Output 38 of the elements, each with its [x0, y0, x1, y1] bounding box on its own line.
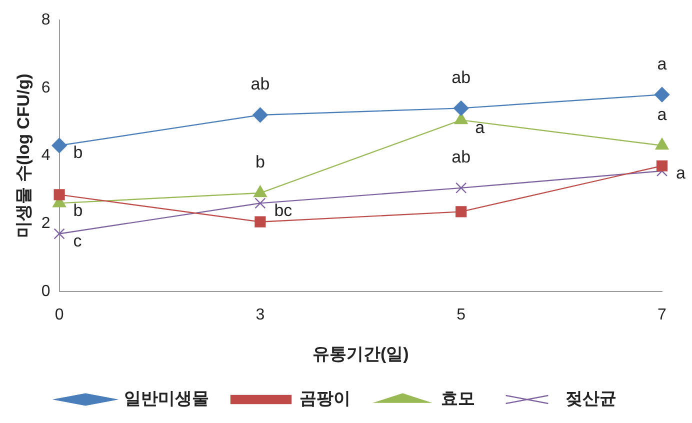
point	[656, 160, 668, 172]
annotation: ab	[452, 68, 471, 87]
point	[252, 107, 268, 123]
point	[456, 182, 467, 194]
annotation: a	[657, 105, 668, 124]
y-axis-title: 미생물 수(log CFU/g)	[14, 74, 33, 238]
legend-label: 효모	[441, 389, 475, 408]
x-tick-label: 3	[256, 306, 265, 324]
point	[454, 100, 469, 116]
annotation: bc	[274, 200, 293, 220]
x-tick-label: 7	[658, 306, 667, 324]
annotation: a	[657, 54, 668, 74]
legend-label: 젖산균	[566, 389, 616, 408]
point	[54, 189, 65, 200]
annotation: a	[676, 164, 686, 183]
legend-label: 일반미생물	[124, 389, 209, 408]
annotation: b	[255, 152, 265, 172]
annotation: ab	[452, 148, 471, 167]
annotation: a	[475, 118, 486, 137]
y-tick-label: 6	[41, 79, 50, 96]
annotation: ab	[250, 74, 270, 94]
point	[456, 206, 467, 218]
y-tick-label: 0	[41, 282, 50, 300]
point	[54, 228, 65, 240]
point	[254, 216, 266, 228]
point	[52, 138, 67, 154]
point	[254, 198, 266, 209]
legend-label: 곰팡이	[300, 389, 350, 408]
annotation: c	[73, 231, 82, 250]
point	[654, 87, 670, 102]
annotation: b	[73, 143, 83, 162]
x-tick-label: 0	[54, 306, 64, 324]
y-tick-label: 4	[41, 147, 50, 164]
x-tick-label: 5	[456, 306, 466, 324]
y-tick-label: 8	[41, 11, 50, 28]
y-tick-label: 2	[41, 214, 50, 232]
annotation: b	[73, 200, 83, 220]
x-axis-title: 유통기간(일)	[312, 344, 409, 364]
